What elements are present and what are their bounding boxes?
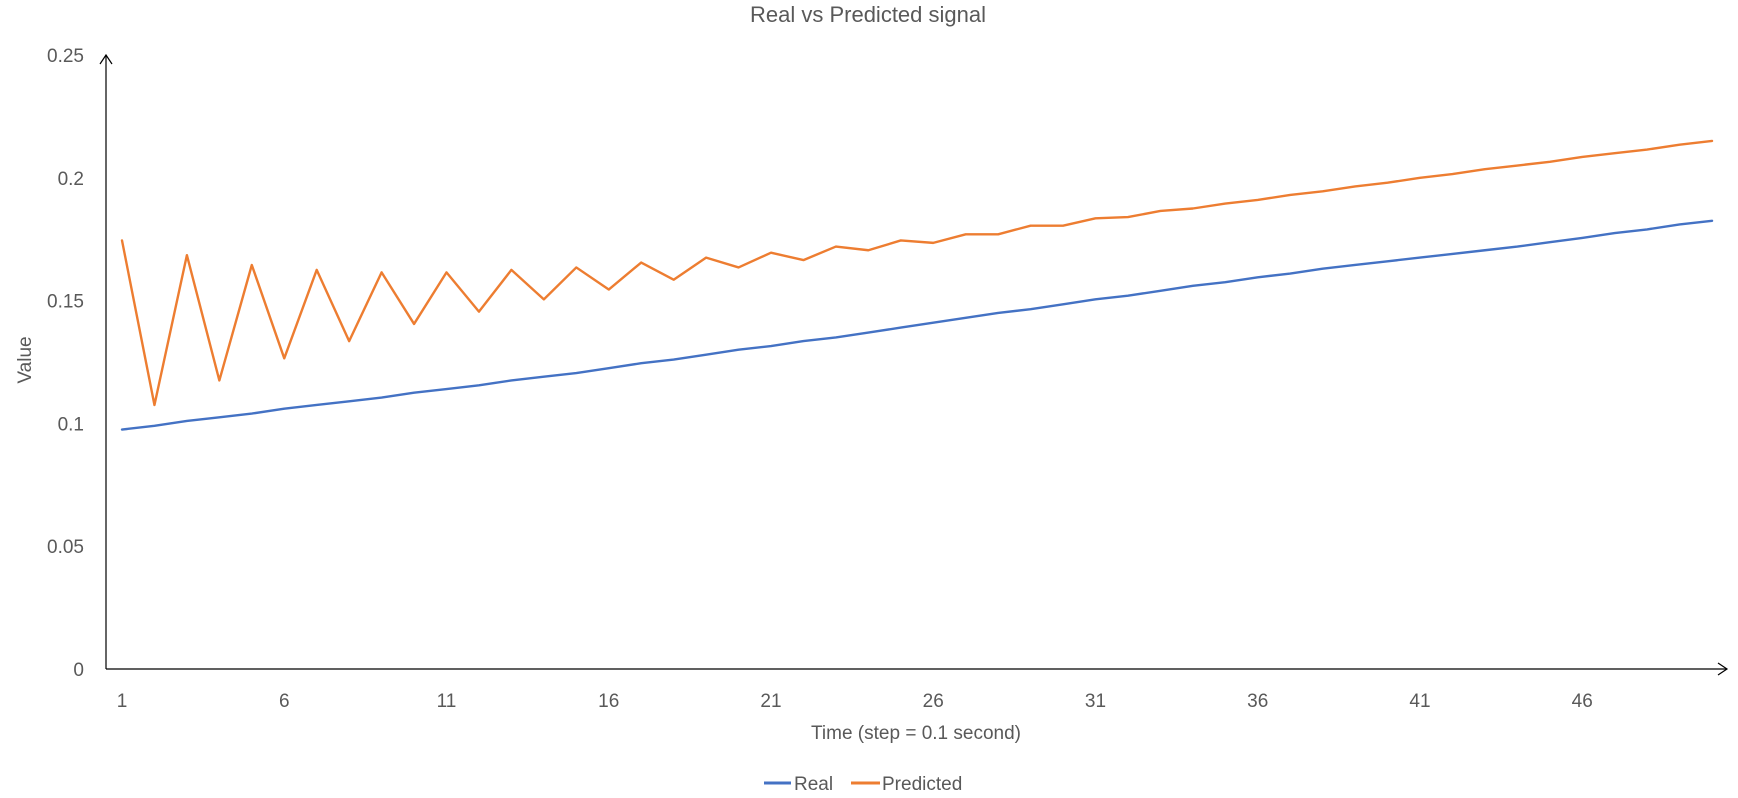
y-tick-label: 0: [73, 660, 84, 681]
legend-item-predicted[interactable]: Predicted: [851, 774, 962, 795]
x-axis-ticks: 1 6 11 16 21 26 31 36 41 46: [117, 691, 1593, 712]
y-tick-label: 0.2: [58, 169, 84, 190]
x-tick-label: 1: [117, 691, 128, 712]
x-tick-label: 36: [1247, 691, 1268, 712]
x-tick-label: 16: [598, 691, 619, 712]
x-tick-label: 11: [437, 691, 457, 712]
chart-title: Real vs Predicted signal: [750, 2, 986, 27]
x-tick-label: 6: [279, 691, 290, 712]
x-axis-title: Time (step = 0.1 second): [811, 723, 1021, 744]
legend-real-label: Real: [794, 774, 833, 795]
x-tick-label: 46: [1572, 691, 1593, 712]
x-tick-label: 26: [923, 691, 944, 712]
y-axis-ticks: 0 0.05 0.1 0.15 0.2 0.25: [47, 46, 84, 681]
y-tick-label: 0.05: [47, 537, 84, 558]
legend-predicted-label: Predicted: [882, 774, 962, 795]
x-tick-label: 31: [1085, 691, 1106, 712]
x-tick-label: 21: [760, 691, 781, 712]
legend-item-real[interactable]: Real: [764, 774, 833, 795]
y-axis-title: Value: [15, 336, 36, 383]
series-layer: [120, 139, 1714, 431]
legend: Real Predicted: [764, 774, 962, 795]
y-tick-label: 0.15: [47, 292, 84, 313]
x-axis-arrow-head: [1717, 662, 1729, 676]
y-axis-arrow-head: [99, 53, 113, 65]
y-tick-label: 0.25: [47, 46, 84, 67]
x-tick-label: 41: [1409, 691, 1430, 712]
series-line-real: [120, 219, 1714, 431]
series-line-predicted: [120, 139, 1714, 407]
y-tick-label: 0.1: [58, 414, 84, 435]
